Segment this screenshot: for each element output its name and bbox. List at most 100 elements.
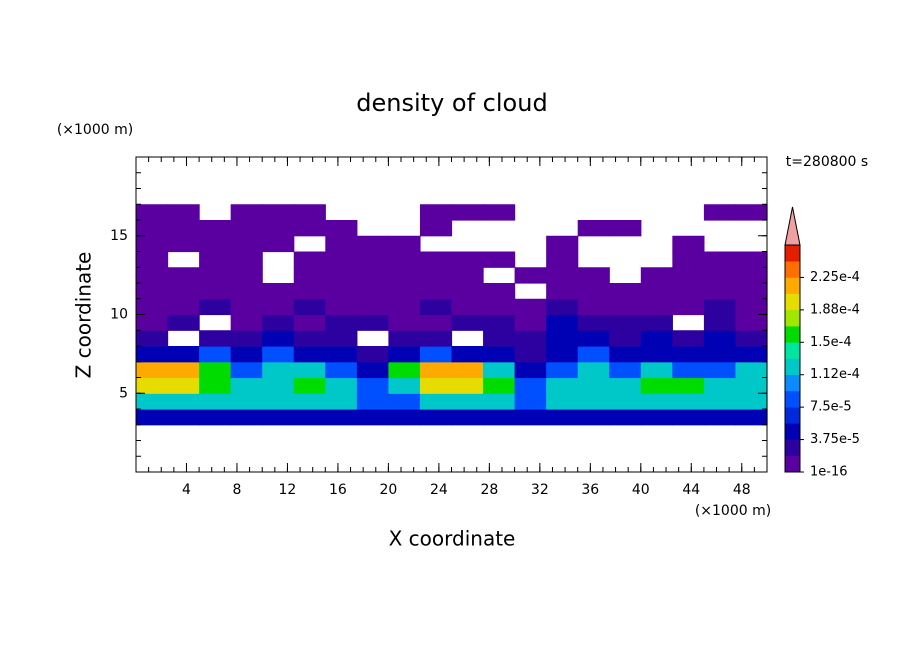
contour-cell	[262, 393, 295, 410]
contour-cell	[451, 409, 484, 426]
contour-cell	[356, 283, 389, 300]
contour-cell	[325, 361, 358, 379]
contour-cell	[199, 251, 232, 268]
contour-cell	[451, 346, 484, 363]
contour-cell	[609, 377, 642, 394]
contour-cell	[388, 361, 421, 379]
x-tick-label: 24	[430, 482, 448, 498]
colorbar-tick-label: 1e-16	[810, 465, 848, 480]
contour-cell	[451, 251, 484, 268]
contour-cell	[230, 283, 263, 300]
contour-cell	[546, 267, 579, 284]
contour-cell	[136, 298, 169, 316]
contour-cell	[356, 393, 389, 410]
contour-cell	[703, 330, 737, 347]
contour-cell	[672, 346, 705, 363]
contour-cell	[167, 393, 200, 410]
contour-cell	[483, 204, 516, 221]
contour-cell	[136, 220, 169, 237]
contour-cell	[640, 283, 673, 300]
contour-cell	[167, 409, 200, 426]
colorbar-tick-label: 1.5e-4	[810, 335, 852, 350]
contour-cell	[325, 298, 358, 316]
contour-cell	[451, 377, 484, 394]
contour-cell	[514, 314, 547, 331]
contour-cell	[199, 393, 232, 410]
contour-cell	[483, 298, 516, 316]
contour-cell	[640, 314, 673, 331]
contour-cell	[451, 298, 484, 316]
x-tick-label: 4	[182, 482, 191, 498]
contour-cell	[388, 251, 421, 268]
contour-cell	[262, 220, 295, 237]
contour-cell	[325, 377, 358, 394]
contour-cell	[735, 204, 768, 221]
contour-cell	[483, 346, 516, 363]
contour-cell	[388, 346, 421, 363]
contour-cell	[640, 361, 673, 379]
contour-cell	[325, 251, 358, 268]
y-unit: (×1000 m)	[57, 122, 133, 138]
contour-cell	[167, 361, 200, 379]
colorbar-tick-label: 7.5e-5	[810, 400, 852, 415]
x-tick-label: 12	[279, 482, 297, 498]
contour-cell	[451, 267, 484, 284]
contour-cell	[325, 330, 358, 347]
contour-cell	[262, 377, 295, 394]
contour-cell	[419, 314, 453, 331]
contour-cell	[577, 283, 610, 300]
contour-cell	[262, 298, 295, 316]
contour-cell	[703, 283, 737, 300]
contour-cell	[672, 330, 705, 347]
contour-cell	[419, 220, 453, 237]
contour-cell	[230, 409, 263, 426]
colorbar-band	[785, 342, 800, 359]
contour-cell	[483, 393, 516, 410]
contour-cell	[577, 298, 610, 316]
contour-cell	[703, 251, 737, 268]
colorbar-tick-label: 1.12e-4	[810, 367, 860, 382]
contour-cell	[419, 409, 453, 426]
contour-cell	[703, 314, 737, 331]
contour-cell	[199, 377, 232, 394]
contour-cell	[703, 409, 737, 426]
field	[136, 204, 768, 426]
contour-cell	[325, 283, 358, 300]
contour-cell	[546, 330, 579, 347]
contour-cell	[609, 409, 642, 426]
contour-cell	[640, 298, 673, 316]
contour-cell	[609, 330, 642, 347]
contour-cell	[388, 267, 421, 284]
contour-cell	[230, 204, 263, 221]
chart-title: density of cloud	[356, 89, 547, 117]
contour-cell	[514, 330, 547, 347]
contour-cell	[356, 298, 389, 316]
contour-cell	[325, 235, 358, 253]
contour-cell	[293, 251, 326, 268]
contour-cell	[735, 393, 768, 410]
colorbar-band	[785, 374, 800, 392]
contour-cell	[167, 267, 200, 284]
contour-cell	[230, 251, 263, 268]
colorbar-tick-label: 2.25e-4	[810, 270, 860, 285]
contour-cell	[640, 267, 673, 284]
y-axis-title: Z coordinate	[72, 252, 96, 379]
contour-cell	[136, 393, 169, 410]
contour-cell	[514, 298, 547, 316]
contour-cell	[672, 298, 705, 316]
contour-cell	[640, 346, 673, 363]
contour-cell	[293, 298, 326, 316]
contour-cell	[640, 377, 673, 394]
contour-cell	[388, 377, 421, 394]
contour-cell	[230, 267, 263, 284]
colorbar-tick-label: 1.88e-4	[810, 302, 860, 317]
contour-cell	[577, 220, 610, 237]
contour-cell	[483, 251, 516, 268]
contour-cell	[577, 409, 610, 426]
contour-cell	[514, 267, 547, 284]
contour-cell	[167, 314, 200, 331]
contour-cell	[577, 393, 610, 410]
contour-cell	[262, 346, 295, 363]
contour-cell	[514, 346, 547, 363]
